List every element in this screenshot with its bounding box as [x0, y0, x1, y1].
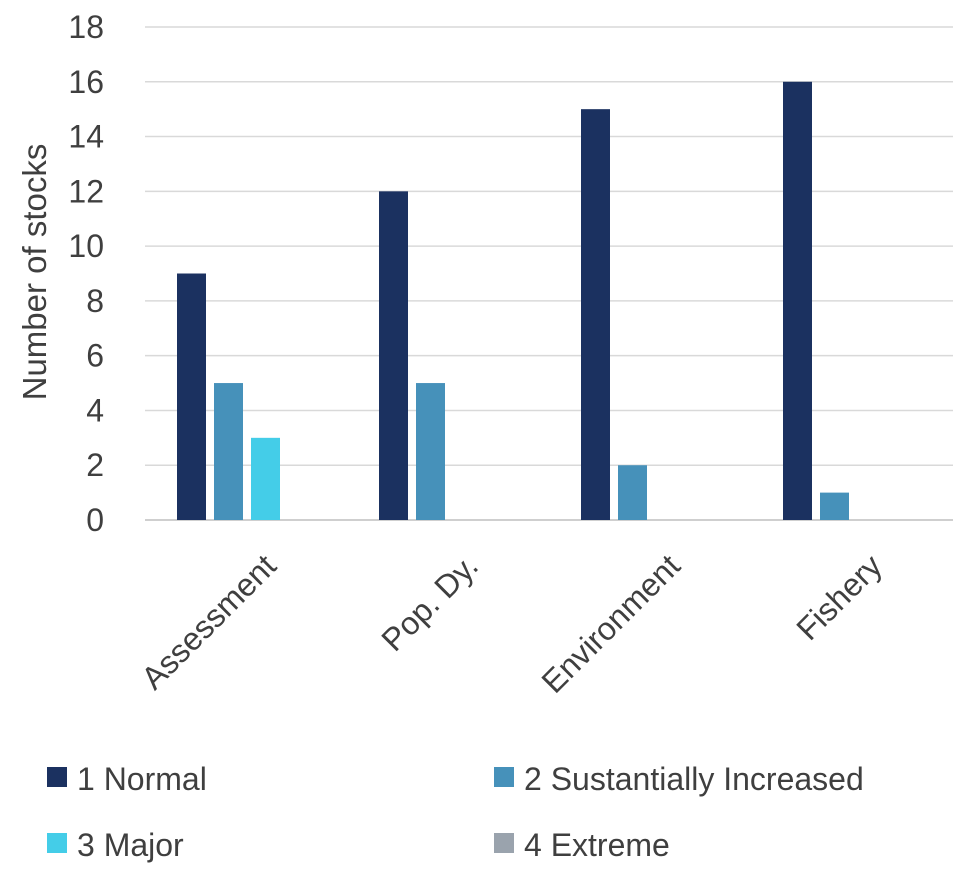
legend-label: 2 Sustantially Increased — [524, 761, 864, 797]
bar — [251, 437, 280, 520]
bar — [618, 465, 647, 520]
y-tick-label: 18 — [68, 9, 104, 45]
legend-label: 1 Normal — [77, 761, 207, 797]
y-tick-label: 4 — [86, 392, 104, 428]
bar — [379, 191, 408, 521]
y-tick-label: 8 — [86, 283, 104, 319]
legend-swatch — [47, 767, 67, 787]
legend-label: 3 Major — [77, 827, 184, 863]
legend-swatch — [494, 767, 514, 787]
x-tick-labels: Assessment Pop. Dy. Environment Fishery — [134, 547, 889, 700]
y-axis-title: Number of stocks — [16, 144, 53, 401]
x-tick-label: Pop. Dy. — [374, 547, 485, 658]
legend-label: 4 Extreme — [524, 827, 670, 863]
y-tick-label: 6 — [86, 338, 104, 374]
y-tick-label: 2 — [86, 447, 104, 483]
bar — [581, 109, 610, 521]
x-tick-label: Environment — [534, 547, 687, 700]
bar — [783, 81, 812, 521]
bar — [820, 492, 849, 520]
legend-swatch — [47, 833, 67, 853]
bar — [177, 273, 206, 520]
y-tick-label: 16 — [68, 64, 104, 100]
legend-swatch — [494, 833, 514, 853]
x-tick-label: Fishery — [789, 547, 889, 647]
y-tick-label: 0 — [86, 502, 104, 538]
bars — [177, 81, 849, 521]
y-tick-label: 12 — [68, 173, 104, 209]
legend: 1 Normal 2 Sustantially Increased 3 Major 4… — [47, 761, 864, 863]
bar — [214, 383, 243, 520]
y-tick-label: 10 — [68, 228, 104, 264]
y-tick-labels: 0 2 4 6 8 10 12 14 16 18 — [68, 9, 104, 538]
y-tick-label: 14 — [68, 119, 104, 155]
x-tick-label: Assessment — [134, 547, 283, 696]
bar — [416, 383, 445, 520]
